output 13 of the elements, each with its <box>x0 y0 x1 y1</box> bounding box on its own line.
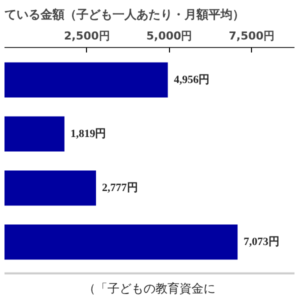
bar <box>4 224 238 260</box>
x-tick-label: 7,500円 <box>228 30 275 42</box>
bar <box>4 62 168 98</box>
x-tick-label: 5,000円 <box>146 30 192 42</box>
text: （「子どもの教育資金に <box>84 282 216 296</box>
chart-title: ている金額（子ども一人あたり・月額平均） <box>4 8 244 22</box>
data-label: 7,073円 <box>244 236 280 248</box>
x-tick-label: 2,500円 <box>64 30 110 42</box>
data-label: 1,819円 <box>70 128 106 140</box>
data-label: 4,956円 <box>174 74 210 86</box>
bar <box>4 170 96 206</box>
data-label: 2,777円 <box>102 182 138 194</box>
bar <box>4 116 64 152</box>
